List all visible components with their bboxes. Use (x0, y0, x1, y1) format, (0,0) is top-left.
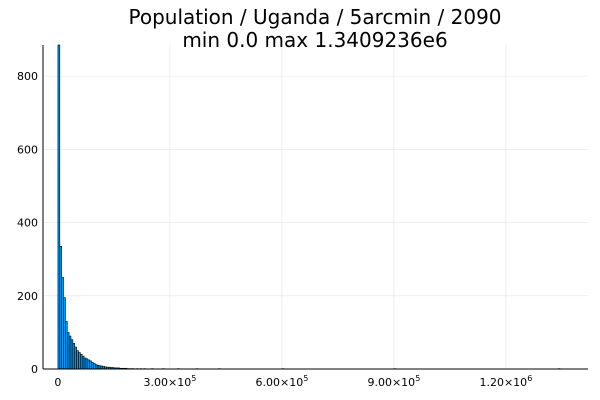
chart-title: Population / Uganda / 5arcmin / 2090 (128, 5, 501, 29)
histogram-bars (57, 44, 561, 370)
chart-subtitle: min 0.0 max 1.3409236e6 (182, 28, 447, 52)
grid-lines (43, 45, 588, 370)
x-tick-label: 1.20×106 (479, 374, 532, 389)
y-tick-label: 600 (17, 143, 38, 156)
x-tick-label: 9.00×105 (367, 374, 420, 389)
y-tick-label: 200 (17, 290, 38, 303)
axes (42, 45, 588, 370)
y-tick-label: 0 (31, 363, 38, 376)
y-tick-label: 400 (17, 217, 38, 230)
y-tick-label: 800 (17, 70, 38, 83)
x-tick-label: 6.00×105 (255, 374, 308, 389)
tick-labels: 0 200 400 600 800 0 3.00×105 6.00×105 9.00×105 1.… (17, 70, 532, 389)
x-tick-label: 0 (54, 376, 61, 389)
x-tick-label: 3.00×105 (144, 374, 197, 389)
